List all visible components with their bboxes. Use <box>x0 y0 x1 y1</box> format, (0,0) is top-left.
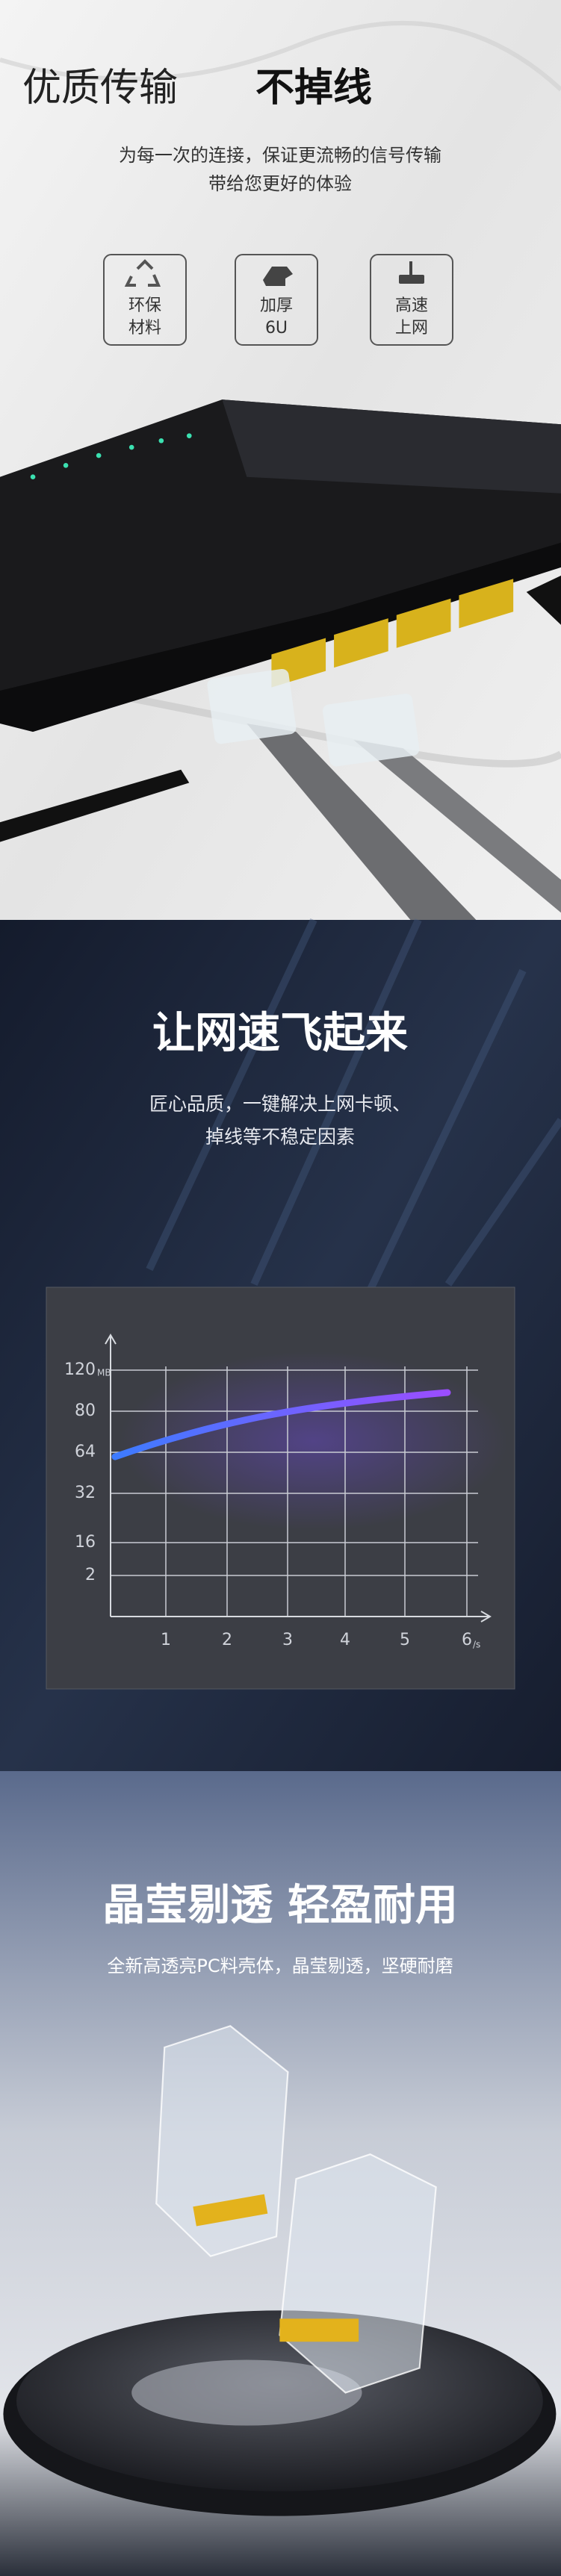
y-tick-label: 64 <box>75 1443 96 1461</box>
y-tick-label: 32 <box>75 1484 96 1502</box>
y-tick-label: 120 <box>64 1360 96 1379</box>
feature-label: 加厚 <box>260 296 293 315</box>
speed-subtitle: 匠心品质，一键解决上网卡顿、 <box>149 1093 411 1115</box>
y-tick-label: 2 <box>85 1566 96 1584</box>
hero-title-emphasis: 不掉线 <box>255 66 372 111</box>
speed-curve <box>111 1389 451 1460</box>
clarity-section: 晶莹剔透 轻盈耐用 全新高透亮PC料壳体，晶莹剔透，坚硬耐磨 <box>0 1771 561 2576</box>
hero-title: 优质传输 <box>22 66 178 111</box>
speed-section: 让网速飞起来 匠心品质，一键解决上网卡顿、 掉线等不稳定因素 120806432… <box>0 918 561 1771</box>
x-tick-label: 4 <box>340 1631 350 1649</box>
x-tick-label: 6 <box>462 1631 472 1649</box>
axis-arrow <box>105 1334 492 1623</box>
connector-illustration <box>3 2025 557 2516</box>
feature-label: 6U <box>265 319 288 337</box>
speed-chart: 120 80 64 32 16 2 MB 1 2 3 4 5 6/s <box>64 1334 492 1650</box>
hero-subtitle: 带给您更好的体验 <box>208 173 352 194</box>
x-unit: /s <box>473 1640 480 1650</box>
x-tick-label: 5 <box>400 1631 410 1649</box>
router-illustration <box>0 399 561 922</box>
clarity-subtitle: 全新高透亮PC料壳体，晶莹剔透，坚硬耐磨 <box>107 1956 453 1976</box>
x-tick-label: 3 <box>282 1631 293 1649</box>
feature-label: 材料 <box>128 319 161 337</box>
hero-subtitle: 为每一次的连接，保证更流畅的信号传输 <box>119 145 441 166</box>
x-tick-label: 2 <box>222 1631 232 1649</box>
hero-section: 优质传输 不掉线 为每一次的连接，保证更流畅的信号传输 带给您更好的体验 环保 … <box>0 0 561 922</box>
x-tick-label: 1 <box>161 1631 171 1649</box>
clarity-title: 晶莹剔透 轻盈耐用 <box>102 1881 458 1930</box>
speed-subtitle: 掉线等不稳定因素 <box>205 1126 355 1148</box>
feature-label: 高速 <box>395 296 428 315</box>
y-unit: MB <box>97 1368 111 1378</box>
feature-label: 环保 <box>128 296 161 315</box>
feature-label: 上网 <box>395 319 428 337</box>
y-tick-label: 80 <box>75 1401 96 1420</box>
speed-title: 让网速飞起来 <box>152 1009 408 1058</box>
y-tick-label: 16 <box>75 1533 96 1552</box>
